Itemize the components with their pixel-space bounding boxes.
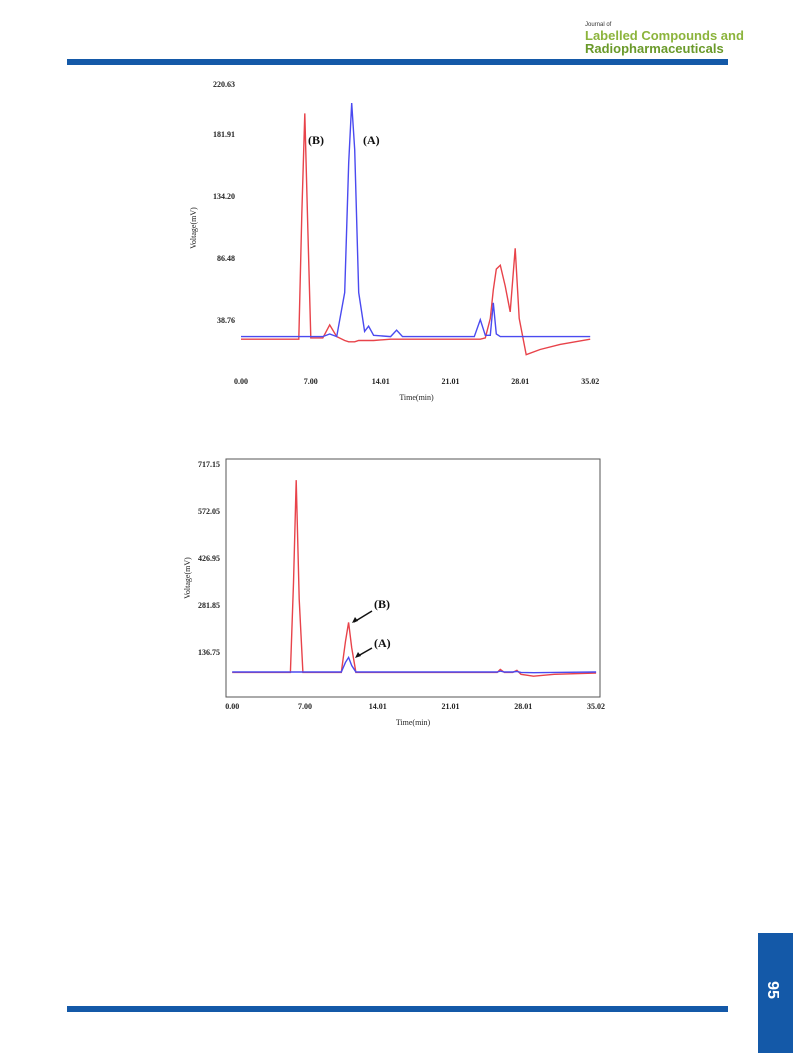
y-tick-label: 426.95 [198,554,220,563]
series-line [232,655,597,674]
y-axis-label: Voltage(mV) [183,557,192,599]
y-tick-label: 134.20 [213,192,235,201]
y-tick-label: 717.15 [198,460,220,469]
y-tick-label: 38.76 [217,316,235,325]
x-axis-label: Time(min) [396,718,431,727]
y-tick-label: 136.75 [198,648,220,657]
x-tick-label: 14.01 [369,702,387,711]
arrow-head [355,652,361,658]
series-line [232,480,597,677]
x-tick-label: 28.01 [514,702,532,711]
y-tick-label: 572.05 [198,507,220,516]
x-tick-label: 0.00 [225,702,239,711]
arrow [357,647,373,657]
page-tab [758,933,793,1053]
annotation: (B) [308,133,324,147]
journal-title-1: Labelled Compounds and [585,28,744,43]
y-tick-label: 281.85 [198,601,220,610]
plot-frame [241,84,592,372]
journal-title-2: Radiopharmaceuticals [585,41,724,56]
x-tick-label: 28.01 [511,377,529,386]
x-tick-label: 14.01 [372,377,390,386]
annotation: (B) [374,597,390,611]
series-line [241,113,591,356]
plot-frame [225,458,601,698]
y-axis-label: Voltage(mV) [189,207,198,249]
annotation: (A) [363,133,380,147]
x-tick-label: 0.00 [234,377,248,386]
page-number: 95 [764,981,781,999]
x-tick-label: 7.00 [304,377,318,386]
y-tick-label: 86.48 [217,254,235,263]
x-axis-label: Time(min) [399,393,434,402]
journal-of: Journal of [585,22,612,28]
footer-bar [67,1006,728,1012]
x-tick-label: 21.01 [442,702,460,711]
y-tick-label: 181.91 [213,130,235,139]
arrow-head [352,617,358,623]
x-tick-label: 7.00 [298,702,312,711]
x-tick-label: 35.02 [587,702,605,711]
x-tick-label: 35.02 [581,377,599,386]
x-tick-label: 21.01 [442,377,460,386]
y-tick-label: 220.63 [213,80,235,89]
annotation: (A) [374,636,391,650]
header-bar [67,59,728,65]
series-line [241,102,591,338]
